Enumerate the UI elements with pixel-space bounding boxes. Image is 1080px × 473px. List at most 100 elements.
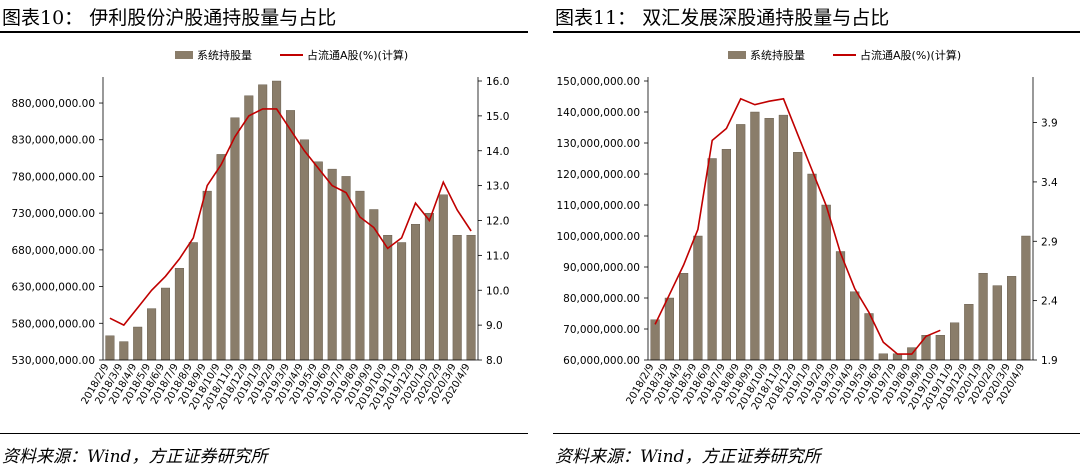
y-left-tick-label: 60,000,000.00: [563, 355, 640, 367]
y-right-tick-label: 10.0: [486, 285, 509, 297]
bar: [807, 173, 817, 361]
title-rule: [553, 31, 1080, 33]
bar: [119, 341, 129, 361]
source-note: 资料来源：Wind，方正证券研究所: [555, 447, 821, 467]
bar: [650, 319, 660, 361]
y-left-tick-label: 80,000,000.00: [563, 293, 640, 305]
y-right-tick-label: 9.0: [486, 320, 503, 332]
bar: [721, 148, 732, 361]
holding-chart-shuanghui: 系统持股量 占流通A股(%)(计算) 60,000,000.00 70,000,000…: [557, 48, 1059, 412]
bar: [299, 139, 309, 361]
bar: [850, 291, 860, 361]
series-line: [654, 97, 941, 355]
bar: [992, 285, 1002, 361]
bar: [230, 117, 240, 361]
y-right-tick-label: 3.4: [1041, 177, 1058, 189]
legend-line-label: 占流通A股(%)(计算): [307, 48, 408, 62]
bar: [693, 235, 703, 361]
y-left-tick-label: 100,000,000.00: [557, 231, 641, 243]
chart-panel-left: 图表10： 伊利股份沪股通持股量与占比 系统持股量 占流通A股(%)(计算) 530…: [0, 0, 528, 473]
bar: [216, 154, 226, 361]
title-rule: [0, 31, 528, 33]
y-left-tick-label: 880,000,000.00: [12, 98, 96, 110]
bar: [327, 168, 337, 361]
bar: [160, 287, 170, 361]
holding-chart-yili: 系统持股量 占流通A股(%)(计算) 530,000,000.00 580,000,0…: [12, 48, 510, 412]
bar: [411, 223, 421, 361]
bar: [397, 242, 407, 361]
bar: [821, 204, 831, 361]
y-right-tick-label: 1.9: [1041, 355, 1058, 367]
y-left-tick-label: 680,000,000.00: [12, 245, 96, 257]
y-left-tick-label: 730,000,000.00: [12, 208, 96, 220]
figure-title: 图表10： 伊利股份沪股通持股量与占比: [2, 7, 337, 29]
bar: [174, 267, 184, 361]
legend-bar-swatch: [175, 51, 193, 59]
y-right-tick-label: 13.0: [486, 181, 509, 193]
legend-bar-label: 系统持股量: [197, 48, 252, 62]
bar: [921, 335, 931, 361]
bar: [466, 234, 476, 361]
legend-line-label: 占流通A股(%)(计算): [860, 48, 961, 62]
legend-bar-swatch: [728, 51, 746, 59]
y-left-tick-label: 120,000,000.00: [557, 169, 641, 181]
legend-bar-label: 系统持股量: [750, 48, 805, 62]
source-rule: [0, 433, 528, 434]
bar: [105, 335, 115, 361]
bar: [272, 80, 282, 361]
bar: [750, 111, 760, 361]
y-right-tick-label: 2.4: [1041, 296, 1058, 308]
series-line: [109, 108, 472, 327]
bar: [452, 234, 462, 361]
bar: [950, 322, 960, 361]
y-right-tick-label: 12.0: [486, 216, 509, 228]
bar: [202, 190, 212, 361]
y-left-tick-label: 530,000,000.00: [12, 355, 96, 367]
bar: [1021, 235, 1031, 361]
bar: [664, 297, 675, 361]
y-right-tick-label: 2.9: [1041, 236, 1058, 248]
y-right-tick-label: 3.9: [1041, 118, 1058, 130]
bar: [707, 158, 717, 361]
bar: [133, 326, 143, 361]
bar: [935, 335, 945, 361]
y-left-tick-label: 90,000,000.00: [563, 262, 640, 274]
bar: [244, 95, 254, 361]
y-left-tick-label: 630,000,000.00: [12, 282, 96, 294]
y-left-tick-label: 580,000,000.00: [12, 318, 96, 330]
bar: [341, 176, 351, 361]
bar: [778, 114, 789, 361]
y-right-tick-label: 11.0: [486, 250, 509, 262]
bar: [383, 234, 393, 361]
bar: [835, 251, 846, 361]
y-left-tick-label: 150,000,000.00: [557, 76, 641, 88]
y-right-tick-label: 8.0: [486, 355, 503, 367]
y-right-tick-label: 15.0: [486, 111, 509, 123]
bar: [964, 304, 974, 361]
source-rule: [553, 433, 1080, 434]
bar: [678, 272, 689, 361]
y-left-tick-label: 780,000,000.00: [12, 171, 96, 183]
chart-panel-right: 图表11： 双汇发展深股通持股量与占比 系统持股量 占流通A股(%)(计算) 60,…: [553, 0, 1080, 473]
y-right-tick-label: 14.0: [486, 146, 509, 158]
figure-title: 图表11： 双汇发展深股通持股量与占比: [555, 7, 890, 29]
y-left-tick-label: 70,000,000.00: [563, 324, 640, 336]
y-left-tick-label: 140,000,000.00: [557, 107, 641, 119]
bar: [258, 84, 268, 361]
bar: [878, 353, 888, 361]
y-left-tick-label: 830,000,000.00: [12, 135, 96, 147]
bar: [424, 212, 434, 361]
bar: [793, 152, 803, 361]
bar: [313, 161, 323, 361]
bar: [286, 110, 296, 361]
bar: [736, 124, 746, 361]
bar: [978, 272, 988, 361]
y-right-tick-label: 16.0: [486, 76, 509, 88]
bar: [764, 117, 774, 361]
bar: [188, 242, 198, 361]
source-note: 资料来源：Wind，方正证券研究所: [2, 447, 268, 467]
bar: [438, 194, 448, 361]
y-left-tick-label: 130,000,000.00: [557, 138, 641, 150]
bar: [1007, 276, 1017, 361]
y-left-tick-label: 110,000,000.00: [557, 200, 641, 212]
